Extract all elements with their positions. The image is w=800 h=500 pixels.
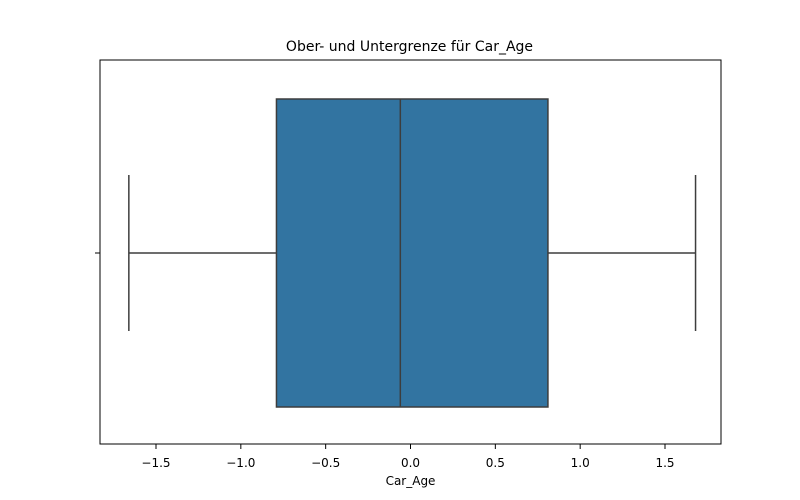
x-tick-label: −0.5 [311, 456, 340, 470]
x-tick-label: −1.5 [141, 456, 170, 470]
x-axis-label: Car_Age [386, 474, 436, 488]
x-tick-label: 0.0 [401, 456, 420, 470]
plot-marks [128, 98, 697, 408]
x-tick-label: 1.5 [655, 456, 674, 470]
x-tick-label: 1.0 [571, 456, 590, 470]
interquartile-box [275, 98, 549, 408]
x-axis: −1.5 −1.0 −0.5 0.0 0.5 1.0 1.5 [141, 444, 675, 470]
x-tick-label: 0.5 [486, 456, 505, 470]
x-tick-label: −1.0 [226, 456, 255, 470]
chart-title: Ober- und Untergrenze für Car_Age [286, 39, 533, 55]
